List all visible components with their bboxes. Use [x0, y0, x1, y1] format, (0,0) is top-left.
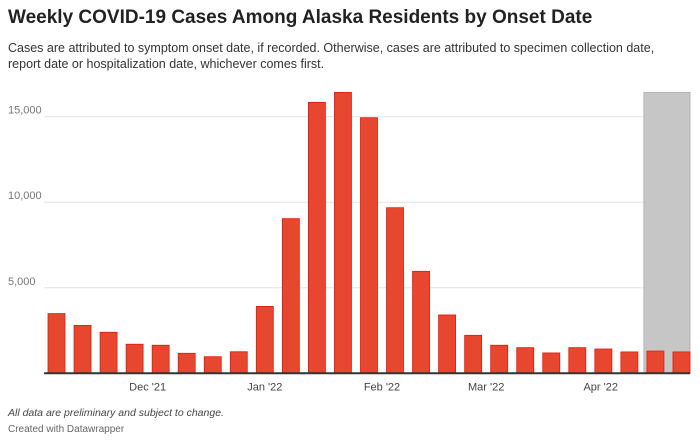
y-tick-label: 15,000 [8, 105, 42, 117]
chart-title: Weekly COVID-19 Cases Among Alaska Resid… [8, 7, 593, 28]
bar [386, 207, 404, 374]
bar [594, 348, 613, 374]
bar [672, 351, 691, 374]
x-tick-label: Apr '22 [583, 381, 618, 393]
bar [99, 331, 118, 374]
bar [203, 356, 222, 374]
bar [646, 350, 665, 374]
chart-subtitle: Cases are attributed to symptom onset da… [8, 41, 655, 71]
bar [177, 352, 196, 374]
chart-note: All data are preliminary and subject to … [8, 407, 224, 419]
bar [47, 313, 66, 374]
bar [620, 351, 639, 374]
preliminary-shaded-region [643, 91, 691, 374]
bar [360, 117, 378, 374]
chart-credit: Created with Datawrapper [8, 424, 125, 435]
bar [229, 351, 248, 374]
bar [542, 352, 561, 374]
bar [438, 314, 457, 374]
x-tick-label: Mar '22 [468, 381, 504, 393]
y-tick-label: 10,000 [8, 190, 42, 202]
bar [334, 92, 352, 374]
bar [412, 270, 430, 374]
bar [73, 325, 92, 374]
bar [464, 334, 483, 374]
x-tick-label: Dec '21 [129, 381, 166, 393]
x-tick-label: Jan '22 [247, 381, 282, 393]
bar [568, 347, 587, 374]
bar [255, 306, 274, 374]
bar [125, 343, 144, 374]
x-tick-label: Feb '22 [364, 381, 400, 393]
bar [281, 218, 300, 374]
y-tick-label: 5,000 [8, 276, 36, 288]
bar [490, 344, 509, 374]
bar [516, 347, 535, 374]
bar-chart: 5,000 10,000 15,000 Dec '21 Jan '22 Feb '22 Ma… [8, 91, 691, 393]
bar [151, 344, 170, 374]
bar [307, 101, 326, 374]
